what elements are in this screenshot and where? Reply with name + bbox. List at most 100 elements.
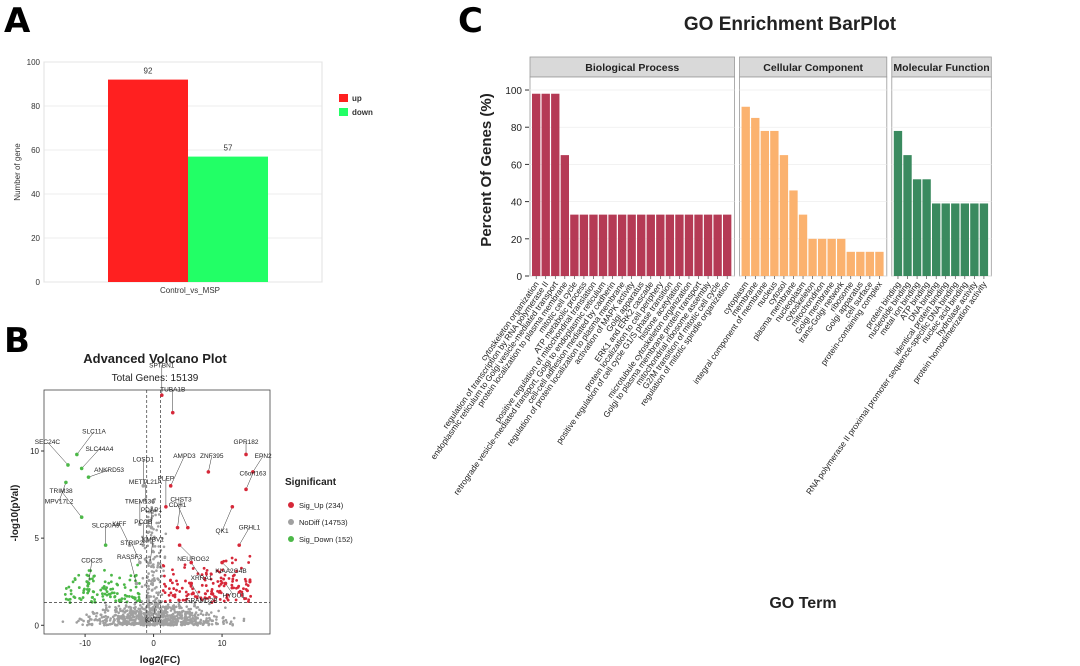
- point-nodiff: [129, 608, 133, 612]
- gene-label: RASSF3: [117, 554, 143, 561]
- point-nodiff: [112, 621, 115, 624]
- go-bar: [703, 214, 713, 276]
- go-bar: [694, 214, 703, 276]
- point-nodiff: [141, 576, 145, 580]
- point-nodiff: [98, 622, 102, 625]
- go-bar: [608, 214, 617, 276]
- point-nodiff: [133, 621, 137, 624]
- point-nodiff: [205, 611, 209, 615]
- point-up: [173, 595, 177, 599]
- gene-label: SLC11A: [82, 429, 106, 436]
- point-nodiff: [163, 555, 167, 558]
- point-down: [134, 573, 138, 577]
- point-nodiff: [104, 608, 108, 611]
- point-nodiff: [150, 602, 154, 605]
- gene-connector: [149, 539, 154, 563]
- point-nodiff: [151, 588, 154, 592]
- point-nodiff: [161, 621, 164, 625]
- point-labeled-down: [103, 543, 108, 547]
- go-bar: [637, 214, 646, 276]
- point-down: [127, 595, 131, 598]
- point-nodiff: [185, 622, 188, 625]
- point-labeled-nodiff: [134, 581, 139, 586]
- legend-label-down: down: [352, 108, 373, 117]
- point-up: [210, 588, 214, 591]
- gene-label: SLC44A4: [86, 446, 114, 453]
- point-nodiff: [157, 551, 161, 555]
- point-nodiff: [153, 497, 157, 501]
- go-bar: [893, 130, 903, 276]
- point-up: [211, 592, 215, 596]
- point-nodiff: [146, 539, 150, 543]
- point-nodiff: [169, 618, 172, 622]
- point-down: [136, 591, 140, 595]
- point-up: [249, 594, 253, 598]
- point-up: [216, 569, 219, 573]
- gene-connector: [88, 469, 110, 478]
- point-down: [83, 587, 86, 591]
- point-down: [116, 583, 120, 587]
- point-up: [168, 599, 172, 602]
- point-nodiff: [147, 555, 151, 559]
- point-up: [222, 599, 226, 603]
- gene-label: TUBA1B: [160, 387, 185, 394]
- gene-label: MPV17L2: [45, 498, 74, 505]
- go-bar: [789, 190, 798, 276]
- point-nodiff: [180, 610, 184, 613]
- point-labeled-up: [164, 504, 168, 509]
- go-bar: [779, 155, 789, 276]
- point-down: [107, 581, 111, 585]
- go-bar: [551, 93, 560, 277]
- point-nodiff: [138, 621, 141, 624]
- point-down: [122, 583, 126, 587]
- go-bar: [665, 214, 675, 276]
- point-labeled-up: [175, 525, 180, 530]
- go-bar: [875, 251, 884, 276]
- gene-connector: [119, 523, 130, 546]
- point-nodiff: [117, 611, 121, 615]
- go-title: GO Enrichment BarPlot: [684, 14, 897, 35]
- point-nodiff: [109, 617, 112, 620]
- y-tick-label-a: 60: [31, 146, 40, 155]
- go-bar: [827, 238, 836, 276]
- point-up: [243, 577, 247, 581]
- point-nodiff: [122, 618, 125, 622]
- point-nodiff: [85, 623, 89, 627]
- go-bar: [541, 93, 550, 277]
- x-tick-label-b: 10: [218, 639, 227, 648]
- point-down: [87, 588, 91, 591]
- point-up: [248, 580, 252, 584]
- point-nodiff: [191, 614, 195, 617]
- point-up: [202, 566, 206, 570]
- point-nodiff: [199, 620, 202, 624]
- point-down: [129, 574, 133, 578]
- point-nodiff: [88, 622, 91, 626]
- go-bar: [922, 179, 931, 276]
- point-nodiff: [143, 608, 147, 611]
- point-labeled-nodiff: [148, 560, 152, 565]
- point-down: [110, 573, 113, 577]
- point-labeled-nodiff: [143, 498, 148, 502]
- point-nodiff: [149, 623, 153, 626]
- point-nodiff: [147, 584, 150, 588]
- point-up: [178, 590, 182, 593]
- point-nodiff: [163, 610, 167, 614]
- go-bar: [951, 203, 960, 276]
- point-nodiff: [114, 605, 117, 609]
- go-bar: [960, 203, 969, 276]
- go-bar: [817, 238, 827, 276]
- go-bar: [617, 214, 627, 276]
- point-nodiff: [161, 605, 164, 609]
- point-nodiff: [157, 578, 160, 582]
- point-nodiff: [138, 609, 142, 613]
- point-nodiff: [147, 510, 150, 514]
- y-tick-label-a: 100: [27, 58, 41, 67]
- gene-connector: [245, 473, 254, 490]
- point-up: [162, 574, 166, 578]
- point-nodiff: [154, 597, 158, 601]
- gene-label: CDH1: [169, 502, 187, 509]
- point-nodiff: [185, 612, 189, 615]
- point-up: [240, 590, 244, 594]
- point-nodiff: [224, 606, 227, 609]
- point-nodiff: [105, 623, 108, 627]
